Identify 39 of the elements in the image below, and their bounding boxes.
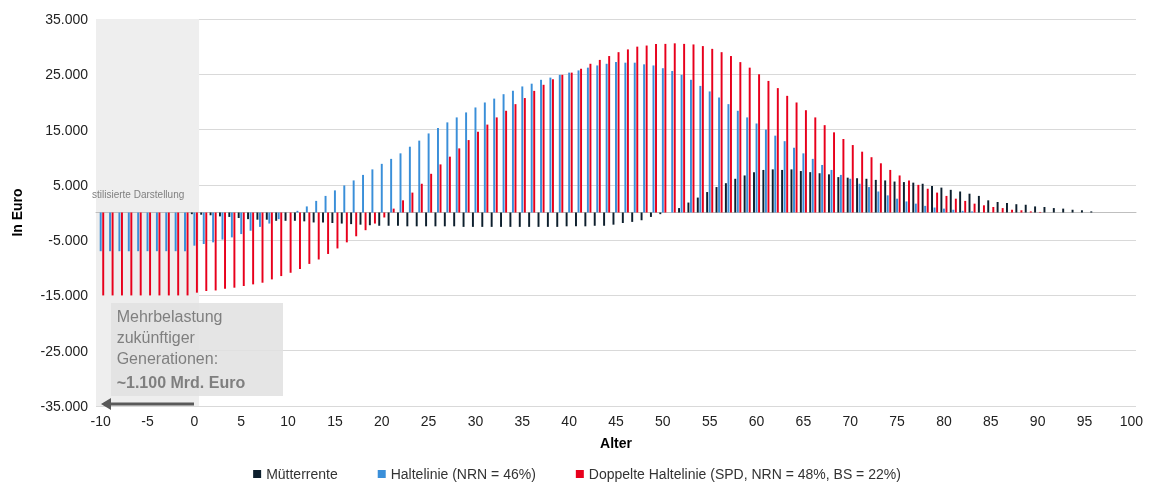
x-axis-title: Alter (600, 435, 633, 451)
y-tick-label: -25.000 (40, 342, 89, 359)
x-tick-label: 75 (889, 413, 906, 429)
y-tick-label: 35.000 (45, 11, 89, 27)
x-tick-label: 45 (608, 413, 624, 429)
x-tick-label: 50 (655, 413, 671, 429)
x-tick-label: 40 (561, 413, 578, 429)
x-tick-label: 25 (420, 413, 437, 429)
x-tick-label: 35 (514, 413, 531, 429)
x-tick-label: 65 (795, 413, 812, 429)
y-tick-label: -5.000 (48, 232, 89, 249)
x-tick-label: 15 (327, 413, 343, 429)
x-tick-label: 90 (1029, 413, 1046, 429)
x-tick-label: 60 (748, 413, 765, 429)
x-tick-label: 85 (982, 413, 999, 429)
legend-label: Mütterrente (266, 466, 338, 482)
x-tick-label: 0 (190, 413, 199, 429)
y-tick-label: 15.000 (45, 121, 89, 138)
x-tick-label: 95 (1076, 413, 1093, 429)
x-tick-label: -10 (90, 413, 112, 429)
x-tick-label: 55 (701, 413, 718, 429)
y-tick-label: -35.000 (40, 398, 89, 414)
y-tick-label: 25.000 (45, 66, 89, 83)
x-tick-label: 30 (467, 413, 484, 429)
legend-label: Haltelinie (NRN = 46%) (390, 466, 536, 482)
band-label: stilisierte Darstellung (92, 188, 185, 200)
x-tick-label: 100 (1119, 413, 1144, 429)
annotation: ~1.100 Mrd. Euro (116, 373, 247, 393)
x-tick-label: 80 (936, 413, 952, 429)
x-tick-label: 5 (237, 413, 246, 429)
x-tick-label: 10 (280, 413, 297, 429)
y-tick-label: -15.000 (40, 287, 89, 304)
y-tick-label: 5.000 (52, 176, 89, 193)
y-axis-title: In Euro (9, 188, 25, 237)
x-tick-label: 70 (842, 413, 859, 429)
x-tick-label: 20 (373, 413, 390, 429)
legend-label: Doppelte Haltelinie (SPD, NRN = 48%, BS = 22%) (588, 466, 901, 482)
x-tick-label: -5 (141, 413, 154, 429)
annotation: Mehrbelastung zukünftiger Generationen: (116, 307, 224, 369)
